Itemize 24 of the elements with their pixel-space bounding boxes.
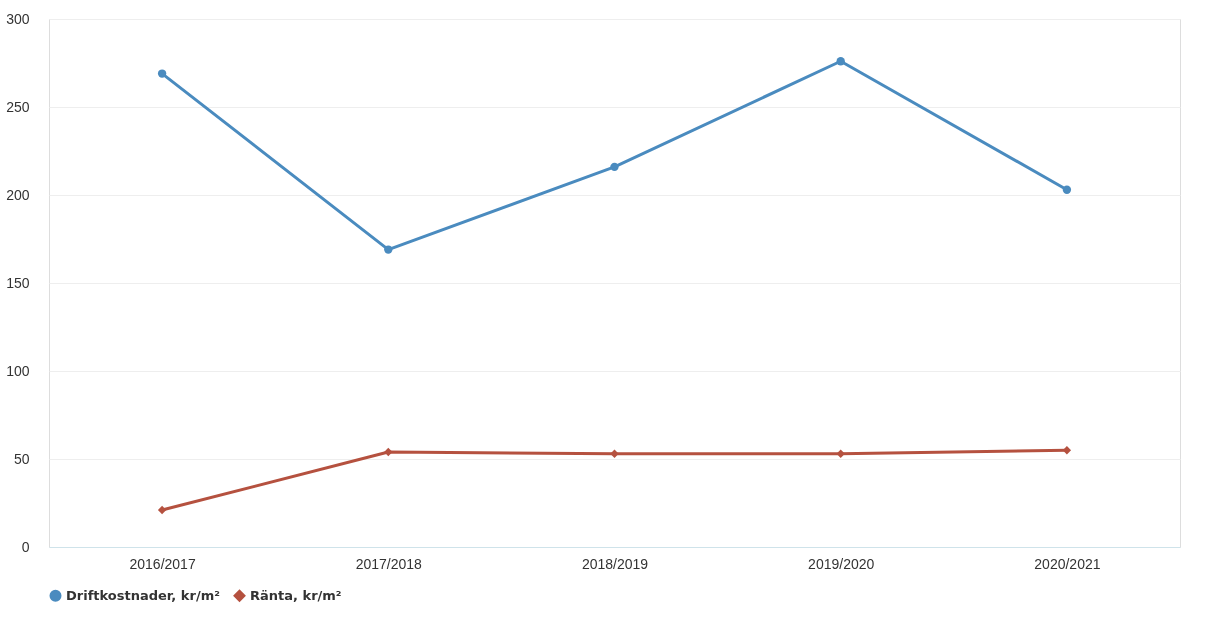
point <box>610 162 619 172</box>
point <box>157 69 167 78</box>
legend-label: Ränta, kr/m² <box>250 587 342 603</box>
x-tick-label: 2016/2017 <box>129 555 196 572</box>
legend-label: Driftkostnader, kr/m² <box>66 587 220 603</box>
y-tick-label: 100 <box>6 362 30 379</box>
point <box>610 449 619 458</box>
x-tick-label: 2017/2018 <box>355 555 423 572</box>
point <box>836 57 845 66</box>
point <box>1062 185 1072 194</box>
y-tick-label: 150 <box>6 274 30 291</box>
y-tick-label: 50 <box>13 450 30 467</box>
y-tick-label: 0 <box>21 538 30 555</box>
point <box>384 447 393 457</box>
y-tick-label: 250 <box>6 98 30 115</box>
point <box>836 449 845 458</box>
y-tick-label: 200 <box>6 186 30 203</box>
x-tick-label: 2020/2021 <box>1034 555 1101 572</box>
x-tick-label: 2019/2020 <box>808 555 875 572</box>
point <box>384 245 393 254</box>
point <box>157 505 167 515</box>
y-tick-label: 300 <box>6 10 30 27</box>
x-tick-label: 2018/2019 <box>581 555 649 572</box>
point <box>1062 446 1072 455</box>
